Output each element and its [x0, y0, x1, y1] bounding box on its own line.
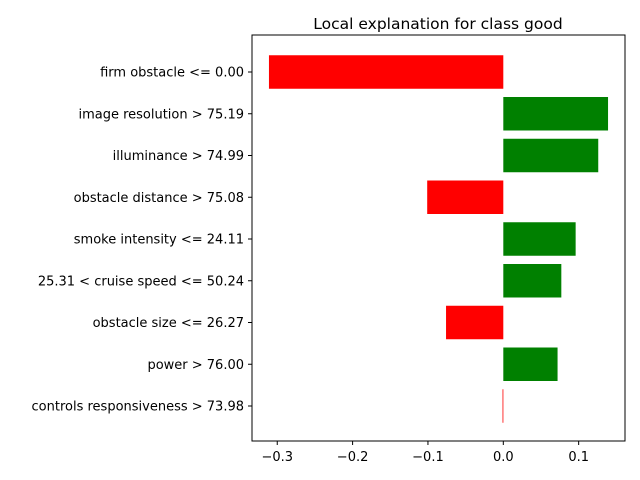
- y-tick-label: obstacle distance > 75.08: [74, 191, 244, 206]
- y-tick-label: power > 76.00: [147, 358, 244, 373]
- plot-frame: [251, 34, 626, 442]
- bar: [503, 138, 599, 173]
- bar: [427, 180, 504, 214]
- x-tick-label: 0.0: [493, 450, 514, 465]
- bar: [502, 389, 504, 423]
- y-tick-label: firm obstacle <= 0.00: [100, 66, 244, 81]
- bar: [503, 97, 609, 131]
- bar: [268, 55, 504, 89]
- x-tick-label: −0.1: [412, 450, 444, 465]
- bar: [503, 264, 562, 298]
- bar: [446, 305, 504, 340]
- y-tick-label: obstacle size <= 26.27: [93, 316, 244, 331]
- y-tick-label: illuminance > 74.99: [113, 149, 244, 164]
- x-tick-label: −0.2: [337, 450, 369, 465]
- x-axis-ticks: −0.3 −0.2 −0.1 0.0 0.1: [261, 441, 589, 465]
- y-tick-label: controls responsiveness > 73.98: [32, 400, 244, 415]
- x-tick-label: −0.3: [261, 450, 293, 465]
- y-tick-label: image resolution > 75.19: [78, 107, 244, 122]
- y-tick-label: 25.31 < cruise speed <= 50.24: [38, 274, 244, 289]
- bar: [503, 347, 558, 381]
- y-tick-label: smoke intensity <= 24.11: [74, 233, 244, 248]
- bar: [503, 222, 576, 256]
- bars-group: [268, 55, 609, 423]
- x-tick-label: 0.1: [568, 450, 589, 465]
- chart-title: Local explanation for class good: [313, 15, 562, 33]
- y-axis-ticks: firm obstacle <= 0.00 image resolution > …: [32, 66, 252, 415]
